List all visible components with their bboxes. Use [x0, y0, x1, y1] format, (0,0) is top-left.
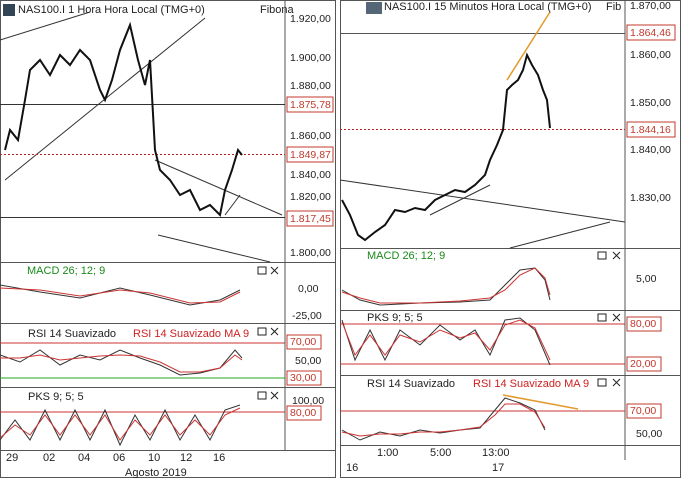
- date-tick: 5:00: [430, 447, 451, 459]
- date-tick: 04: [78, 452, 90, 464]
- chart-icon: [366, 2, 382, 14]
- date-tick: 06: [113, 452, 125, 464]
- fib-label: Fibona: [260, 4, 295, 16]
- price-tick: 1.920,00: [290, 13, 331, 25]
- pks-tick: 20,00: [630, 358, 656, 370]
- rsi-label: RSI 14 Suavizado: [28, 328, 116, 340]
- date-tick: 29: [6, 452, 18, 464]
- price-tick: 1.870,00: [630, 0, 671, 12]
- price-flag: 1.849,87: [290, 149, 331, 161]
- pks-tick: 80,00: [290, 407, 316, 419]
- rsi-tick: 70,00: [630, 405, 656, 417]
- date-tick: 16: [346, 462, 358, 474]
- price-flag: 1.864,46: [630, 27, 671, 39]
- date-tick: 12: [180, 452, 192, 464]
- price-tick: 1.800,00: [290, 247, 331, 259]
- rsi-tick: 50,00: [636, 428, 662, 440]
- pks-tick: 80,00: [630, 318, 656, 330]
- macd-tick: 5,00: [636, 273, 657, 285]
- price-tick: 1.880,00: [290, 80, 331, 92]
- macd-label: MACD 26; 12; 9: [367, 250, 445, 262]
- fib-label: Fib: [606, 1, 621, 13]
- date-tick: 17: [492, 462, 504, 474]
- pks-tick: 100,00: [292, 395, 324, 407]
- month-label: Agosto 2019: [125, 467, 187, 478]
- rsi-tick: 30,00: [290, 372, 316, 384]
- chart-title: NAS100.I 15 Minutos Hora Local (TMG+0): [384, 1, 592, 13]
- price-tick: 1.900,00: [290, 52, 331, 64]
- date-tick: 02: [43, 452, 55, 464]
- price-flag: 1.844,16: [630, 124, 671, 136]
- price-tick: 1.830,00: [630, 192, 671, 204]
- date-tick: 10: [148, 452, 160, 464]
- rsi-tick: 50,00: [295, 355, 321, 367]
- date-tick: 1:00: [377, 447, 398, 459]
- chart-title: NAS100.I 1 Hora Hora Local (TMG+0): [18, 4, 205, 16]
- rsi-tick: 70,00: [290, 336, 316, 348]
- rsi-ma-label: RSI 14 Suavizado MA 9: [473, 378, 589, 390]
- price-tick: 1.820,00: [290, 191, 331, 203]
- price-tick: 1.860,00: [630, 49, 671, 61]
- price-flag: 1.817,45: [290, 213, 331, 225]
- pks-label: PKS 9; 5; 5: [28, 391, 84, 403]
- macd-tick: -25,00: [292, 310, 322, 322]
- rsi-label: RSI 14 Suavizado: [367, 378, 455, 390]
- macd-label: MACD 26; 12; 9: [27, 265, 105, 277]
- price-flag: 1.875,78: [290, 99, 331, 111]
- date-tick: 16: [213, 452, 225, 464]
- chart-icon: [3, 4, 15, 16]
- date-tick: 13:00: [482, 447, 510, 459]
- price-tick: 1.850,00: [630, 97, 671, 109]
- pks-label: PKS 9; 5; 5: [367, 312, 423, 324]
- macd-tick: 0,00: [298, 283, 319, 295]
- price-tick: 1.840,00: [630, 144, 671, 156]
- rsi-ma-label: RSI 14 Suavizado MA 9: [133, 328, 249, 340]
- price-tick: 1.840,00: [290, 169, 331, 181]
- price-tick: 1.860,00: [290, 130, 331, 142]
